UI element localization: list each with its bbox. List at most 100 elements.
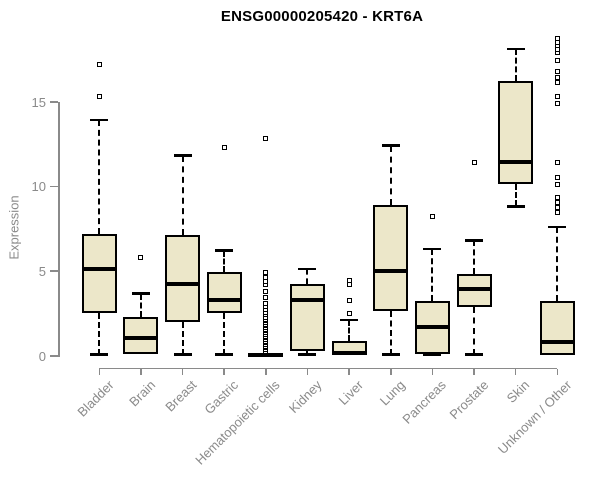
median-line [289,297,325,302]
median-line [206,297,242,302]
median-line [456,286,492,291]
box [123,317,159,354]
outlier-point [263,300,269,306]
outlier-point [554,175,560,181]
upper-whisker [98,120,101,234]
x-axis-tick [223,368,225,375]
outlier-point [554,204,560,210]
upper-whisker-cap [215,249,234,252]
chart-title: ENSG00000205420 - KRT6A [220,8,424,25]
upper-whisker-cap [465,239,484,242]
outlier-point [138,254,144,260]
x-tick-label: Breast [162,377,200,415]
upper-whisker-cap [548,225,567,229]
x-axis-tick [473,368,475,375]
lower-whisker [473,307,476,355]
x-tick-label: Kidney [285,377,325,417]
x-tick-label: Liver [335,377,367,408]
outlier-point [263,275,269,281]
x-axis-tick [181,368,184,375]
outlier-point [96,61,102,67]
box [539,301,575,355]
outlier-point [554,209,560,215]
outlier-point [96,93,102,99]
x-tick-label: Unknown / Other [494,377,575,457]
upper-whisker [348,319,351,342]
upper-whisker-cap [506,47,525,51]
x-tick-label: Brain [125,377,158,410]
median-line [123,335,159,340]
outlier-point [471,159,477,165]
x-axis-tick [98,368,101,375]
y-tick-label: 5 [38,263,46,279]
x-tick-label: Lung [376,377,408,409]
y-axis-tick [50,355,58,357]
x-tick-label: Skin [504,377,533,406]
lower-whisker-cap [173,353,192,356]
median-line [373,268,409,273]
y-tick-label: 15 [31,94,46,110]
median-line [165,282,201,287]
outlier-point [554,100,560,106]
x-axis-tick [431,368,434,375]
box [81,233,117,314]
median-line [331,350,367,355]
lower-whisker-cap [90,353,109,356]
upper-whisker-cap [90,118,109,122]
box [498,81,534,185]
x-tick-label: Bladder [73,377,117,420]
lower-whisker [389,311,392,355]
outlier-point [554,80,560,86]
y-axis-tick [50,270,58,272]
outlier-point [554,181,560,187]
lower-whisker [306,351,309,355]
upper-whisker [473,240,476,275]
median-line [498,160,534,165]
upper-whisker-cap [131,292,150,295]
x-tick-label: Pancreas [399,377,450,427]
outlier-point [346,278,352,284]
outlier-point [346,310,352,316]
lower-whisker [223,313,226,355]
upper-whisker [181,155,184,236]
outlier-point [554,58,560,64]
y-tick-label: 10 [31,179,46,195]
upper-whisker-cap [173,154,192,157]
x-axis-tick [390,368,392,375]
box [456,274,492,308]
box [289,283,325,352]
outlier-point [429,214,435,220]
outlier-point [554,36,560,42]
upper-whisker-cap [340,318,359,322]
upper-whisker [514,49,517,82]
outlier-point [554,159,560,165]
outlier-point [263,270,269,276]
x-axis-tick [306,368,309,375]
upper-whisker [139,293,142,318]
outlier-point [221,144,227,150]
outlier-point [346,297,352,303]
upper-whisker-cap [381,144,400,147]
outlier-point [554,199,560,205]
upper-whisker-cap [298,267,317,271]
outlier-point [263,288,269,294]
lower-whisker-cap [298,353,317,356]
lower-whisker [181,321,184,355]
box [165,235,201,322]
x-tick-label: Gastric [201,377,242,418]
median-line [539,339,575,344]
lower-whisker [514,184,517,207]
outlier-point [554,75,560,81]
lower-whisker-cap [423,353,442,357]
lower-whisker-cap [465,353,484,356]
median-line [414,324,450,329]
upper-whisker [389,145,392,205]
outlier-point [554,68,560,74]
upper-whisker [431,248,434,302]
lower-whisker-cap [506,205,525,208]
x-axis-tick [140,368,142,375]
outlier-point [554,194,560,200]
upper-whisker [306,269,309,284]
upper-whisker [223,250,226,272]
x-axis-tick [514,368,517,375]
